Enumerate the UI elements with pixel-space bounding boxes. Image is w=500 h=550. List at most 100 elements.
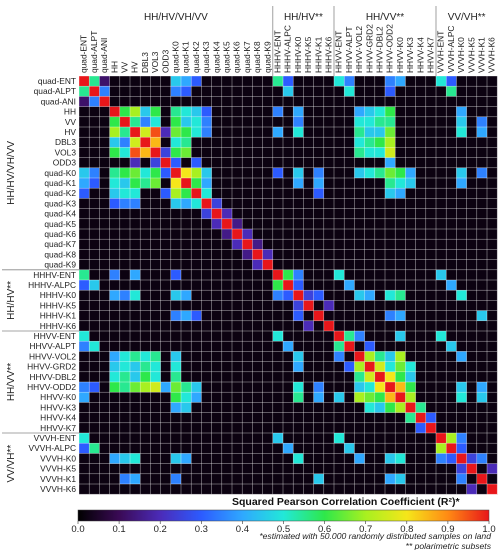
heatmap-cell: [109, 463, 121, 475]
heatmap-cell: [293, 473, 304, 485]
heatmap-cell: [89, 269, 100, 281]
heatmap-cell: [425, 412, 437, 424]
heatmap-cell: [181, 290, 192, 301]
heatmap-cell: [446, 290, 457, 301]
heatmap-cell: [191, 167, 202, 179]
heatmap-cell: [313, 392, 325, 403]
heatmap-cell: [446, 300, 457, 311]
heatmap-cell: [456, 137, 467, 148]
heatmap-cell: [487, 392, 498, 403]
heatmap-cell: [456, 351, 467, 362]
heatmap-cell: [313, 178, 325, 189]
heatmap-cell: [191, 351, 202, 362]
heatmap-cell: [405, 178, 416, 189]
heatmap-cell: [262, 382, 274, 393]
heatmap-cell: [425, 76, 437, 87]
heatmap-cell: [252, 86, 263, 97]
heatmap-cell: [364, 433, 376, 444]
heatmap-cell: [272, 484, 284, 495]
heatmap-cell: [89, 443, 100, 454]
heatmap-cell: [109, 269, 121, 281]
heatmap-cell: [415, 106, 427, 118]
heatmap-cell: [170, 422, 182, 434]
heatmap-cell: [364, 310, 376, 322]
heatmap-cell: [395, 147, 406, 158]
heatmap-cell: [323, 473, 335, 485]
heatmap-cell: [395, 412, 406, 424]
heatmap-cell: [181, 484, 192, 495]
heatmap-cell: [313, 382, 325, 393]
heatmap-cell: [130, 463, 141, 475]
heatmap-cell: [119, 280, 131, 291]
heatmap-cell: [446, 198, 457, 209]
heatmap-cell: [405, 86, 416, 97]
heatmap-cell: [242, 412, 253, 424]
heatmap-cell: [466, 147, 478, 158]
heatmap-cell: [354, 473, 365, 485]
heatmap-cell: [181, 96, 192, 107]
heatmap-cell: [395, 86, 406, 97]
heatmap-cell: [487, 188, 498, 199]
heatmap-cell: [405, 300, 416, 311]
row-label: quad-ENT: [38, 76, 76, 86]
heatmap-cell: [150, 218, 161, 230]
heatmap-cell: [150, 371, 161, 383]
heatmap-cell: [272, 259, 284, 271]
heatmap-cell: [456, 361, 467, 373]
heatmap-cell: [252, 208, 263, 220]
heatmap-cell: [446, 351, 457, 362]
heatmap-cell: [456, 198, 467, 209]
heatmap-cell: [385, 96, 396, 107]
heatmap-cell: [221, 392, 233, 403]
heatmap-cell: [140, 300, 151, 311]
heatmap-cell: [466, 402, 478, 413]
heatmap-cell: [79, 402, 90, 413]
heatmap-cell: [456, 86, 467, 97]
heatmap-cell: [364, 382, 376, 393]
heatmap-cell: [191, 392, 202, 403]
heatmap-cell: [415, 280, 427, 291]
heatmap-cell: [323, 392, 335, 403]
heatmap-cell: [487, 320, 498, 332]
heatmap-cell: [283, 106, 294, 118]
heatmap-cell: [272, 453, 284, 464]
heatmap-cell: [252, 320, 263, 332]
heatmap-cell: [242, 351, 253, 362]
column-label: HH: [109, 61, 119, 73]
heatmap-cell: [140, 371, 151, 383]
heatmap-cell: [201, 361, 212, 373]
heatmap-cell: [487, 178, 498, 189]
heatmap-cell: [140, 269, 151, 281]
colorbar-tick-label: 0.5: [277, 524, 290, 535]
heatmap-cell: [242, 106, 253, 118]
heatmap-cell: [140, 208, 151, 220]
heatmap-cell: [150, 320, 161, 332]
heatmap-cell: [466, 443, 478, 454]
heatmap-cell: [313, 402, 325, 413]
heatmap-cell: [119, 76, 131, 87]
heatmap-cell: [303, 331, 314, 342]
heatmap-cell: [283, 443, 294, 454]
colorbar-gradient: [77, 509, 490, 522]
heatmap-cell: [150, 86, 161, 97]
heatmap-cell: [476, 116, 488, 128]
heatmap-cell: [364, 280, 376, 291]
heatmap-cell: [170, 463, 182, 475]
heatmap-cell: [272, 137, 284, 148]
heatmap-cell: [130, 402, 141, 413]
group-label-top: VV/VH**: [448, 12, 486, 23]
heatmap-cell: [170, 341, 182, 352]
heatmap-cell: [79, 433, 90, 444]
heatmap-cell: [201, 239, 212, 250]
heatmap-cell: [354, 188, 365, 199]
heatmap-cell: [99, 392, 110, 403]
heatmap-cell: [283, 259, 294, 271]
heatmap-cell: [313, 167, 325, 179]
heatmap-cell: [221, 106, 233, 118]
heatmap-cell: [364, 351, 376, 362]
heatmap-cell: [303, 351, 314, 362]
heatmap-cell: [334, 157, 345, 169]
heatmap-cell: [130, 147, 141, 158]
heatmap-cell: [89, 127, 100, 138]
heatmap-cell: [374, 167, 386, 179]
